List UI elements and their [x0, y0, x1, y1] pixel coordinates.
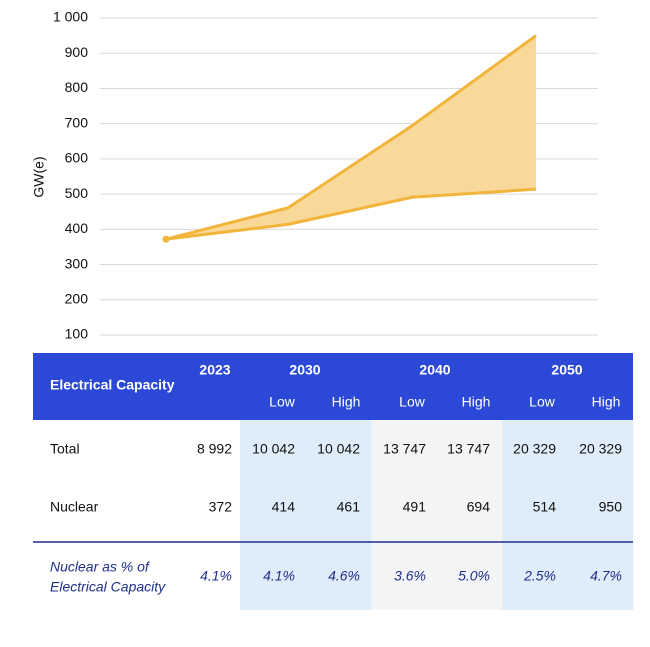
sub-header: Low — [269, 394, 296, 410]
y-tick-label: 300 — [65, 255, 89, 271]
cell: 372 — [209, 499, 233, 515]
pct-cell: 3.6% — [394, 568, 426, 584]
cell: 491 — [403, 499, 427, 515]
y-tick-label: 200 — [65, 290, 89, 306]
y-tick-label: 900 — [65, 44, 89, 60]
cell: 10 042 — [317, 441, 360, 457]
line — [165, 34, 537, 241]
sub-header: High — [332, 394, 361, 410]
body-bg-2030 — [240, 420, 371, 610]
y-tick-label: 100 — [65, 326, 89, 342]
cell: 461 — [337, 499, 361, 515]
cell: 20 329 — [579, 441, 622, 457]
pct-cell: 4.1% — [200, 568, 232, 584]
pct-cell: 4.6% — [328, 568, 360, 584]
pct-cell: 5.0% — [458, 568, 490, 584]
sub-header: Low — [529, 394, 556, 410]
line — [165, 187, 537, 241]
sub-header: Low — [399, 394, 426, 410]
cell: 20 329 — [513, 441, 556, 457]
y-tick-label: 500 — [65, 185, 89, 201]
pct-cell: 4.1% — [263, 568, 295, 584]
cell: 8 992 — [197, 441, 232, 457]
y-tick-label: 600 — [65, 150, 89, 166]
header-bg — [33, 353, 633, 420]
row-label: Total — [50, 441, 80, 457]
pct-cell: 2.5% — [523, 568, 556, 584]
y-tick-label: 700 — [65, 114, 89, 130]
year-header: 2030 — [289, 362, 320, 378]
cell: 694 — [467, 499, 491, 515]
body-bg-2050 — [502, 420, 633, 610]
point — [162, 235, 170, 243]
cell: 514 — [533, 499, 557, 515]
year-header: 2040 — [419, 362, 450, 378]
cell: 13 747 — [447, 441, 490, 457]
pct-label: Electrical Capacity — [50, 579, 166, 595]
sub-header: High — [462, 394, 491, 410]
y-tick-label: 1 000 — [53, 9, 88, 25]
cell: 414 — [272, 499, 296, 515]
cell: 950 — [599, 499, 623, 515]
sub-header: High — [592, 394, 621, 410]
pct-cell: 4.7% — [590, 568, 622, 584]
year-header: 2023 — [199, 362, 230, 378]
y-tick-label: 400 — [65, 220, 89, 236]
y-axis-label: GW(e) — [31, 156, 47, 197]
year-header: 2050 — [551, 362, 582, 378]
y-tick-label: 800 — [65, 79, 89, 95]
cell: 10 042 — [252, 441, 295, 457]
band-area — [166, 35, 536, 240]
body-bg-2040 — [371, 420, 502, 610]
table-title: Electrical Capacity — [50, 377, 175, 393]
row-label: Nuclear — [50, 499, 99, 515]
cell: 13 747 — [383, 441, 426, 457]
pct-label: Nuclear as % of — [50, 559, 151, 575]
